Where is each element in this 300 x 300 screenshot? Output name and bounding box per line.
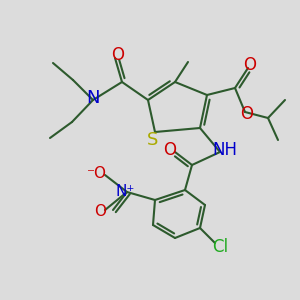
Text: O: O <box>112 46 124 64</box>
Text: O: O <box>94 205 106 220</box>
Text: N⁺: N⁺ <box>115 184 135 200</box>
Text: O: O <box>164 141 176 159</box>
Text: O: O <box>241 105 254 123</box>
Text: N: N <box>86 89 100 107</box>
Text: Cl: Cl <box>212 238 228 256</box>
Text: NH: NH <box>212 141 238 159</box>
Text: ⁻O: ⁻O <box>87 166 107 181</box>
Text: S: S <box>147 131 159 149</box>
Text: O: O <box>244 56 256 74</box>
